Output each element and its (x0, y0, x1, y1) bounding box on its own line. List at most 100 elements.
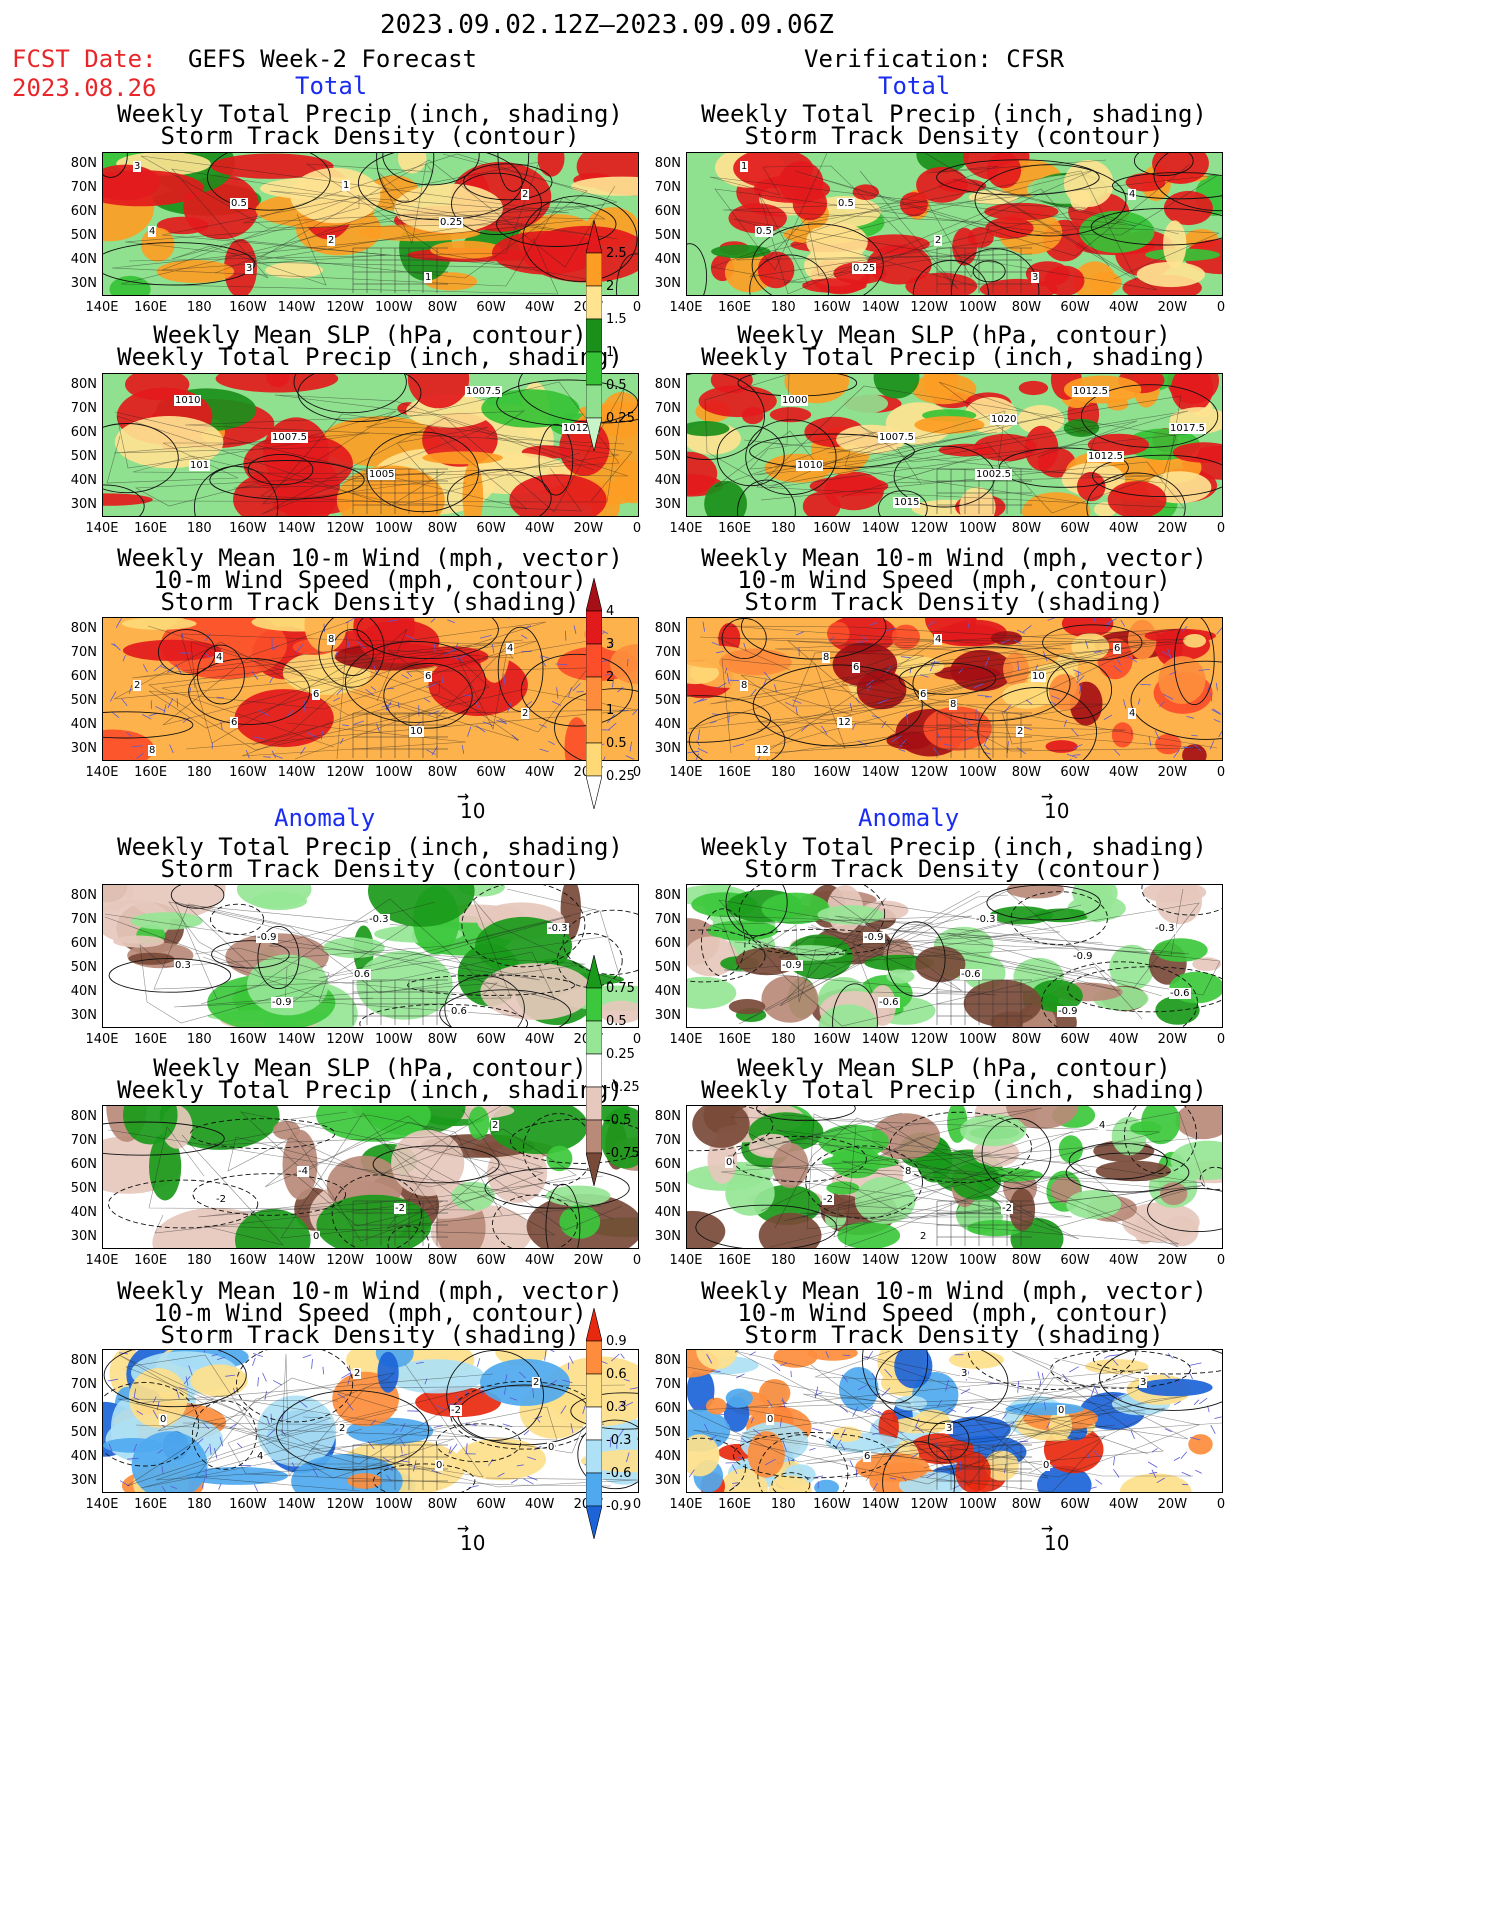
lon-label: 160E (718, 1253, 752, 1268)
shading-blob (1141, 1106, 1181, 1145)
contour-line (170, 885, 225, 909)
panel-title-line: Weekly Total Precip (inch, shading) (117, 1076, 623, 1104)
wind-vector (696, 740, 700, 747)
lon-label: 40W (1109, 521, 1139, 536)
lon-label: 0 (632, 300, 642, 315)
contour-line (752, 664, 923, 747)
wind-vector (629, 741, 632, 752)
contour-label: -0.3 (547, 923, 569, 934)
wind-vector (300, 746, 306, 755)
wind-vector (534, 1415, 543, 1420)
wind-vector (573, 625, 577, 634)
wind-vector (881, 1387, 891, 1397)
lon-label: 160W (813, 300, 851, 315)
wind-vector (254, 1484, 259, 1492)
lat-label: 30N (654, 1473, 681, 1488)
colorbar-label: 0.5 (606, 1014, 627, 1029)
wind-vector (136, 752, 144, 759)
contour-line (257, 925, 300, 990)
lon-label: 20W (1157, 1253, 1188, 1268)
shading-blob (914, 416, 985, 434)
wind-vector (697, 748, 708, 754)
panel-title-line: Storm Track Density (shading) (160, 588, 580, 616)
wind-vector (871, 1424, 879, 1431)
lon-label: 120W (910, 1032, 948, 1047)
coastline (180, 633, 595, 744)
coastline (197, 1111, 604, 1242)
lon-label: 80W (427, 300, 458, 315)
shading-blob (772, 1142, 809, 1189)
colorbar-label: 1 (606, 703, 615, 718)
contour-label: 6 (312, 689, 321, 700)
shading-blob (156, 216, 209, 235)
contour-label: -0.9 (781, 960, 803, 971)
wind-vector (840, 1429, 846, 1438)
lat-label: 30N (70, 1229, 97, 1244)
lon-label: 160E (134, 1253, 168, 1268)
lon-label: 160E (718, 1497, 752, 1512)
lon-label: 120W (326, 521, 364, 536)
shading-blob (963, 979, 1042, 1027)
lon-label: 120W (910, 1253, 948, 1268)
colorbar-swatch (585, 351, 603, 386)
contour-line (103, 484, 145, 516)
shading-blob (768, 1475, 812, 1492)
colorbar-swatch (585, 1086, 603, 1121)
lat-label: 70N (654, 180, 681, 195)
lon-label: 120W (910, 521, 948, 536)
panel-title-line: Storm Track Density (shading) (160, 1321, 580, 1349)
lat-label: 80N (70, 888, 97, 903)
wind-vector (1193, 1399, 1200, 1406)
wind-vector (507, 701, 512, 713)
lat-label: 80N (654, 1353, 681, 1368)
wind-vector (533, 1445, 542, 1451)
wind-vector (792, 699, 802, 704)
shading-blob (1127, 619, 1157, 660)
lat-label: 80N (70, 377, 97, 392)
contour-label: 0 (725, 1157, 734, 1168)
contour-label: -4 (297, 1166, 309, 1177)
contour-label: 2 (919, 1231, 928, 1242)
wind-vector (881, 720, 887, 729)
shading-blob (837, 393, 889, 415)
colorbar-swatch (585, 318, 603, 353)
wind-vector (711, 642, 720, 646)
contour-label: 3 (245, 263, 254, 274)
lon-label: 140E (669, 765, 703, 780)
lon-label: 180 (770, 521, 796, 536)
coastline (757, 648, 1132, 749)
shading-blob (769, 407, 812, 423)
shading-blob (692, 1106, 750, 1148)
coastline (735, 169, 1095, 284)
wind-vector (965, 1406, 974, 1414)
wind-vector (1198, 1397, 1208, 1405)
wind-vector (695, 753, 700, 760)
lon-label: 20W (1157, 1497, 1188, 1512)
wind-vector (1042, 1484, 1045, 1492)
shading-blob (894, 1395, 928, 1411)
lon-label: 160W (813, 1497, 851, 1512)
lat-label: 40N (654, 1449, 681, 1464)
wind-vector (1072, 669, 1082, 674)
contour-line (497, 153, 530, 192)
wind-vector (153, 663, 163, 672)
lon-label: 140E (85, 521, 119, 536)
contour-label: 1010 (796, 460, 824, 471)
panel-title-line: 10-m Wind Speed (mph, contour) (153, 566, 587, 594)
coastline (768, 381, 1188, 489)
shading-blob (1172, 442, 1222, 463)
wind-vector (303, 700, 306, 713)
lon-label: 40W (1109, 765, 1139, 780)
lat-label: 30N (654, 497, 681, 512)
wind-vector (152, 1409, 159, 1419)
shading-blob (397, 153, 427, 174)
lat-label: 70N (654, 912, 681, 927)
wind-vector (1116, 657, 1121, 666)
wind-vector (814, 1386, 819, 1399)
contour-line (1092, 1350, 1222, 1375)
reference-vector-label: 10 (1044, 799, 1070, 823)
contour-line (293, 374, 407, 414)
lat-label: 60N (70, 936, 97, 951)
colorbar-label: 3 (606, 637, 615, 652)
lon-label: 120W (910, 300, 948, 315)
